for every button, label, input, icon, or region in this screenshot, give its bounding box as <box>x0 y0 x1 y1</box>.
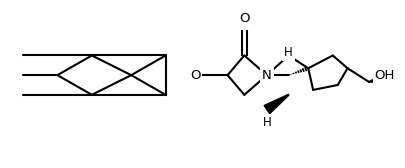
Polygon shape <box>264 94 289 114</box>
Text: O: O <box>190 69 200 82</box>
Text: H: H <box>284 46 293 59</box>
Text: H: H <box>262 116 271 129</box>
Text: O: O <box>239 12 249 25</box>
Text: N: N <box>262 69 272 82</box>
Text: OH: OH <box>375 69 395 82</box>
